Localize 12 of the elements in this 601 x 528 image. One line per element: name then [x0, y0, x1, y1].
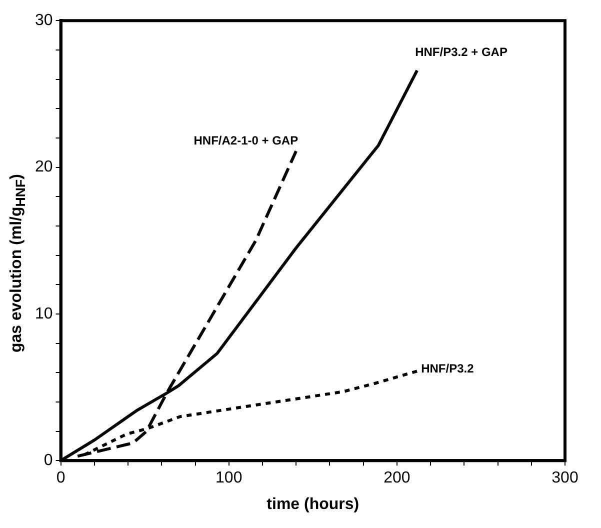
y-tick-label: 10 [35, 305, 53, 322]
x-tick-label: 100 [216, 470, 242, 487]
x-tick-label: 300 [552, 470, 578, 487]
x-tick-label: 200 [384, 470, 410, 487]
y-tick-label: 20 [35, 158, 53, 176]
y-tick-label: 30 [35, 12, 53, 30]
x-tick-label: 0 [56, 470, 66, 487]
series-label: HNF/P3.2 + GAP [415, 44, 508, 59]
y-tick-label: 0 [44, 452, 53, 470]
series-label: HNF/P3.2 [421, 361, 474, 376]
x-axis-title: time (hours) [266, 496, 360, 513]
series-label: HNF/A2-1-0 + GAP [194, 133, 298, 148]
